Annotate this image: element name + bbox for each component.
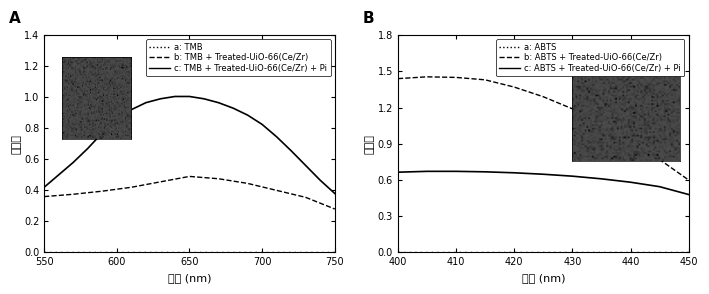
Y-axis label: 吸光度: 吸光度 [365,134,375,154]
X-axis label: 波长 (nm): 波长 (nm) [168,273,211,283]
Legend: a: ABTS, b: ABTS + Treated-UiO-66(Ce/Zr), c: ABTS + Treated-UiO-66(Ce/Zr) + Pi: a: ABTS, b: ABTS + Treated-UiO-66(Ce/Zr)… [496,39,684,76]
Text: B: B [363,11,374,26]
X-axis label: 波长 (nm): 波长 (nm) [522,273,565,283]
Text: A: A [9,11,21,26]
Y-axis label: 吸光度: 吸光度 [11,134,21,154]
Legend: a: TMB, b: TMB + Treated-UiO-66(Ce/Zr), c: TMB + Treated-UiO-66(Ce/Zr) + Pi: a: TMB, b: TMB + Treated-UiO-66(Ce/Zr), … [146,39,330,76]
